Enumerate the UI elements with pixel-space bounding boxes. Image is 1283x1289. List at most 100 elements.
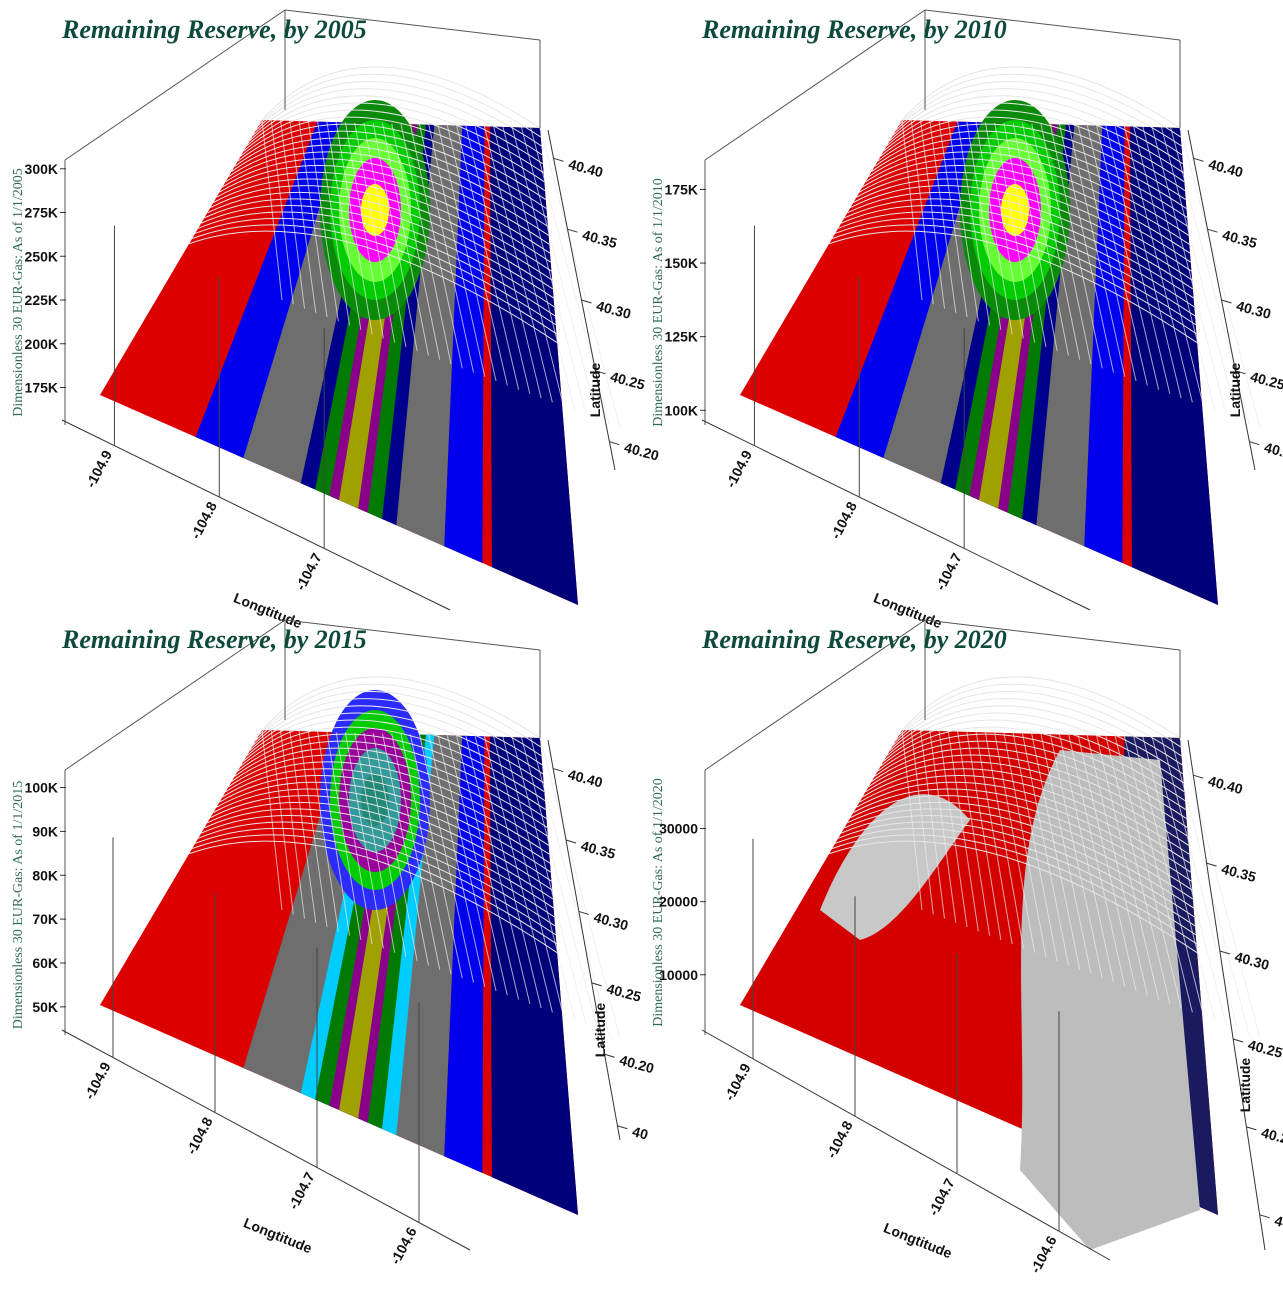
wire-mesh — [231, 137, 548, 218]
z-tick-label: 150K — [665, 255, 698, 271]
wire-mesh — [1049, 124, 1103, 369]
wire-mesh — [1068, 124, 1126, 377]
wire-mesh — [1040, 123, 1092, 365]
wire-mesh — [344, 732, 384, 949]
wire-mesh — [289, 120, 317, 313]
lat-tick — [1221, 299, 1232, 304]
wire-mesh — [1123, 126, 1193, 403]
wire-mesh — [1012, 733, 1058, 962]
wire-mesh — [240, 116, 546, 192]
lon-tick-label: -104.6 — [387, 1224, 420, 1267]
lat-tick — [1246, 1126, 1257, 1131]
z-axis-label: Dimensionless 30 EUR-Gas: As of 1/1/2010 — [651, 178, 666, 427]
wire-mesh — [853, 178, 1192, 272]
lat-tick — [1235, 370, 1246, 375]
wire-mesh — [207, 801, 554, 900]
lat-tick — [1232, 1038, 1244, 1043]
wire-mesh — [225, 151, 549, 236]
wire-mesh — [240, 726, 546, 802]
panel: Remaining Reserve, by 2005 Dimensionless … — [11, 9, 661, 631]
lat-tick-label: 40.15 — [1273, 1212, 1283, 1237]
panel: Remaining Reserve, by 2015 Dimensionless … — [11, 619, 656, 1267]
wire-mesh — [920, 120, 946, 309]
lat-tick — [1259, 1214, 1270, 1219]
lat-tick — [1206, 862, 1217, 867]
lat-tick — [1193, 157, 1204, 162]
wire-mesh — [901, 676, 1181, 739]
wire-mesh — [261, 676, 541, 739]
lat-tick — [1193, 774, 1204, 779]
wire-mesh — [372, 123, 418, 352]
wire-mesh — [409, 734, 463, 979]
surface-band — [195, 121, 357, 467]
wire-mesh — [994, 122, 1036, 343]
z-tick-label: 100K — [25, 780, 58, 796]
wire-mesh — [204, 808, 554, 909]
lat-tick-label: 40.35 — [1220, 861, 1258, 886]
wire-mesh — [1077, 124, 1137, 382]
wire-mesh — [874, 130, 1187, 209]
z-tick-label: 30000 — [659, 821, 698, 837]
lat-tick — [609, 441, 620, 446]
wire-mesh — [307, 121, 339, 322]
wire-mesh — [929, 120, 957, 313]
wire-mesh — [539, 737, 621, 1039]
wire-mesh — [188, 230, 558, 344]
wire-mesh — [258, 683, 541, 748]
wire-mesh — [957, 121, 991, 326]
chart-title: Remaining Reserve, by 2015 — [61, 625, 367, 654]
lat-tick-label: 40.30 — [595, 297, 633, 322]
wire-mesh — [1021, 123, 1069, 356]
lon-tick-label: -104.9 — [722, 447, 755, 490]
lat-tick-label: 40 — [631, 1123, 650, 1143]
wire-mesh — [372, 733, 418, 962]
lat-axis-label: Latitude — [1237, 1058, 1253, 1113]
lon-axis — [701, 1029, 1111, 1261]
wire-mesh — [246, 712, 544, 784]
lon-axis-label: Longtitude — [241, 1214, 314, 1256]
wire-mesh — [198, 211, 556, 317]
lat-tick — [567, 228, 578, 233]
wire-mesh — [1096, 125, 1160, 390]
wire-mesh — [877, 123, 1186, 200]
lon-tick-label: -104.8 — [183, 1114, 216, 1157]
box-edge — [284, 9, 541, 41]
box-edge — [284, 619, 541, 651]
wire-mesh — [400, 733, 452, 975]
surface-band — [835, 121, 997, 467]
lon-tick-label: -104.9 — [82, 447, 115, 490]
wire-mesh — [1151, 127, 1227, 416]
wire-mesh — [994, 732, 1036, 953]
wire-mesh — [237, 123, 546, 200]
wire-mesh — [465, 735, 531, 1004]
box-edge — [924, 619, 1181, 651]
wire-mesh — [966, 121, 1002, 330]
wire-mesh — [191, 834, 557, 945]
wire-mesh — [437, 734, 497, 992]
wire-mesh — [1021, 733, 1069, 966]
wire-mesh — [1151, 737, 1227, 1026]
surface-band — [1084, 125, 1125, 563]
z-tick-label: 275K — [25, 205, 58, 221]
wire-mesh — [207, 191, 554, 290]
lat-tick — [591, 982, 602, 987]
wire-mesh — [880, 726, 1186, 802]
lat-tick-label: 40.40 — [567, 156, 605, 181]
z-tick-label: 175K — [665, 181, 698, 197]
wire-mesh — [1077, 734, 1137, 992]
wire-mesh — [344, 122, 384, 339]
wire-mesh — [859, 165, 1191, 254]
wire-mesh — [391, 123, 441, 360]
z-tick-label: 50K — [32, 999, 58, 1015]
peak-contour — [361, 774, 389, 826]
z-axis-label: Dimensionless 30 EUR-Gas: As of 1/1/2020 — [651, 778, 666, 1027]
lon-tick-label: -104.7 — [285, 1169, 318, 1212]
wire-mesh — [889, 705, 1184, 775]
wire-mesh — [511, 127, 587, 416]
lon-tick-label: -104.8 — [187, 499, 220, 542]
wire-mesh — [901, 729, 923, 911]
lon-tick-label: -104.9 — [721, 1060, 754, 1103]
wire-mesh — [898, 683, 1181, 748]
wire-mesh — [493, 736, 565, 1017]
